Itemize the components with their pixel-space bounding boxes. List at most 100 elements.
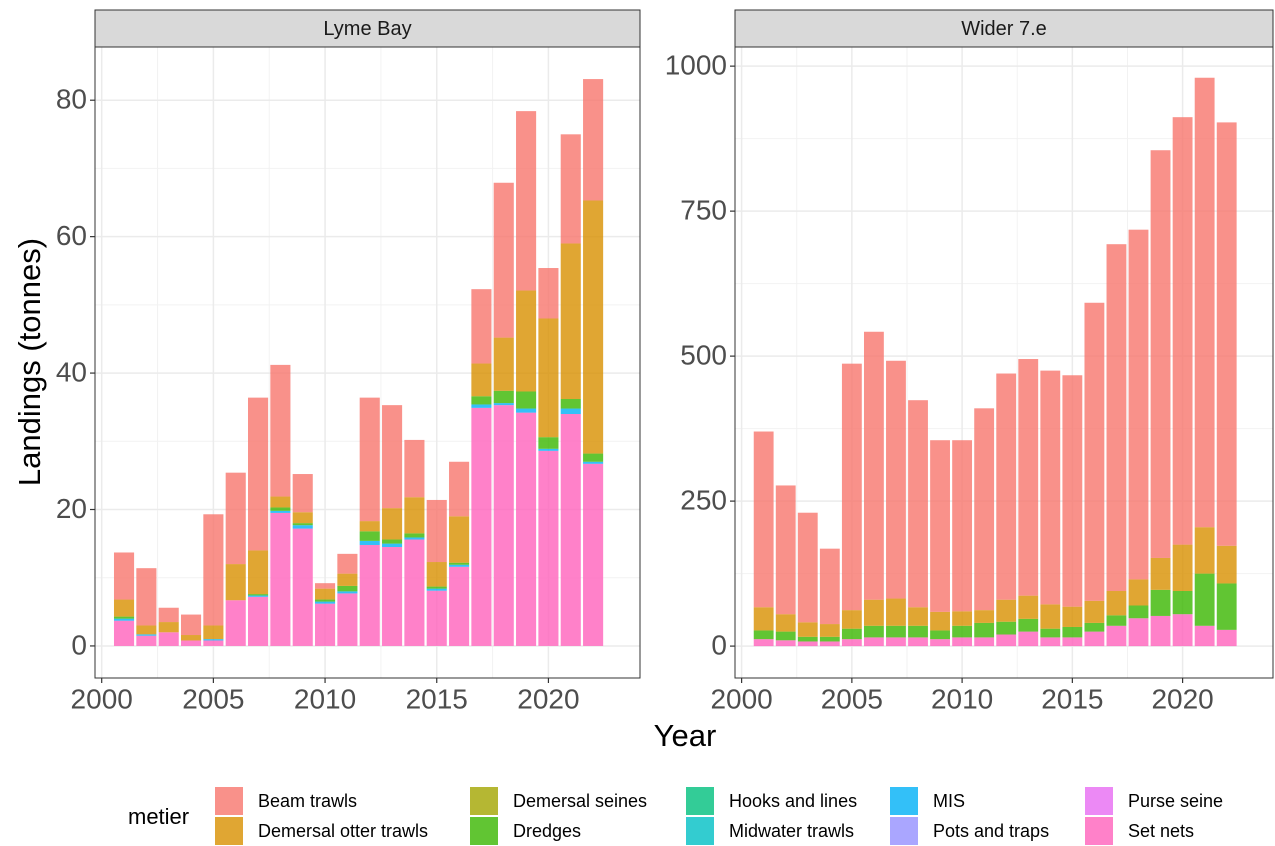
legend-key bbox=[686, 817, 714, 845]
bar-segment bbox=[952, 611, 973, 626]
bar-segment bbox=[819, 641, 840, 647]
bar-segment bbox=[583, 453, 604, 462]
bar-segment bbox=[404, 539, 425, 646]
bar-segment bbox=[337, 553, 358, 574]
bar-segment bbox=[1084, 600, 1105, 623]
bar-segment bbox=[974, 408, 995, 611]
bar-segment bbox=[1150, 150, 1171, 558]
bar-segment bbox=[113, 616, 135, 619]
bar-segment bbox=[180, 614, 202, 636]
bar-segment bbox=[516, 408, 537, 413]
bar-segment bbox=[292, 512, 313, 524]
bar-segment bbox=[158, 622, 179, 633]
bar-segment bbox=[1084, 622, 1105, 632]
y-tick-label: 20 bbox=[56, 493, 87, 524]
bar-segment bbox=[493, 405, 514, 646]
x-tick-label: 2010 bbox=[294, 683, 356, 714]
bar-segment bbox=[1194, 527, 1215, 574]
y-tick-label: 250 bbox=[680, 485, 727, 516]
bar-segment bbox=[952, 440, 973, 612]
bar-segment bbox=[753, 431, 774, 608]
bar-segment bbox=[136, 635, 157, 646]
y-tick-label: 750 bbox=[680, 195, 727, 226]
bar-segment bbox=[930, 611, 950, 631]
bar-segment bbox=[930, 639, 950, 647]
legend-title: metier bbox=[128, 804, 189, 829]
bar-segment bbox=[471, 363, 492, 397]
bar-segment bbox=[337, 585, 358, 592]
y-axis-title: Landings (tonnes) bbox=[12, 238, 47, 486]
x-tick-label: 2015 bbox=[406, 683, 468, 714]
x-tick-label: 2015 bbox=[1041, 683, 1103, 714]
bar-segment bbox=[1106, 591, 1127, 616]
bar-segment bbox=[996, 599, 1017, 622]
bar-segment bbox=[1128, 229, 1149, 580]
bar-segment bbox=[315, 599, 336, 602]
bar-segment bbox=[359, 397, 380, 522]
bar-segment bbox=[996, 373, 1017, 600]
x-tick-label: 2000 bbox=[710, 683, 772, 714]
bar-segment bbox=[841, 363, 862, 611]
bar-segment bbox=[136, 568, 157, 626]
bar-segment bbox=[886, 637, 906, 647]
bar-segment bbox=[225, 472, 246, 565]
bar-segment bbox=[471, 407, 492, 646]
bar-segment bbox=[113, 618, 135, 621]
bar-segment bbox=[158, 632, 179, 646]
bar-segment bbox=[863, 625, 884, 638]
bar-segment bbox=[1084, 302, 1105, 601]
bar-segment bbox=[583, 463, 604, 646]
bar-segment bbox=[583, 200, 604, 454]
y-tick-label: 0 bbox=[711, 629, 727, 660]
bar-segment bbox=[886, 625, 906, 638]
bar-segment bbox=[1040, 628, 1061, 638]
bar-segment bbox=[974, 622, 995, 638]
bar-segment bbox=[1018, 618, 1039, 632]
bar-segment bbox=[404, 439, 425, 498]
legend-label: MIS bbox=[933, 791, 965, 811]
bar-segment bbox=[538, 268, 559, 319]
bar-segment bbox=[292, 474, 313, 513]
bar-segment bbox=[1150, 557, 1171, 590]
bar-segment bbox=[819, 548, 840, 625]
bar-segment bbox=[382, 543, 403, 548]
bar-segment bbox=[315, 588, 336, 600]
bar-segment bbox=[841, 610, 862, 629]
bar-segment bbox=[775, 485, 796, 615]
x-tick-label: 2010 bbox=[931, 683, 993, 714]
bar-segment bbox=[1040, 604, 1061, 629]
bar-segment bbox=[1150, 615, 1171, 647]
bar-segment bbox=[426, 590, 447, 646]
bar-segment bbox=[908, 400, 928, 608]
bar-segment bbox=[270, 507, 291, 511]
bar-segment bbox=[315, 603, 336, 646]
bar-segment bbox=[158, 607, 179, 623]
bar-segment bbox=[538, 450, 559, 646]
bar-segment bbox=[359, 521, 380, 532]
x-tick-label: 2020 bbox=[517, 683, 579, 714]
bar-segment bbox=[426, 562, 447, 587]
bar-segment bbox=[203, 625, 224, 640]
y-tick-label: 60 bbox=[56, 220, 87, 251]
legend-label: Pots and traps bbox=[933, 821, 1049, 841]
bar-segment bbox=[1172, 591, 1193, 615]
bar-segment bbox=[180, 635, 202, 641]
bar-segment bbox=[538, 448, 559, 451]
bar-segment bbox=[493, 182, 514, 338]
strip bbox=[94, 9, 641, 48]
bar-segment bbox=[583, 79, 604, 201]
bar-segment bbox=[841, 628, 862, 640]
bar-segment bbox=[886, 360, 906, 599]
bar-segment bbox=[775, 640, 796, 647]
bar-segment bbox=[449, 516, 470, 563]
bar-segment bbox=[248, 550, 269, 595]
bar-segment bbox=[270, 364, 291, 497]
bar-segment bbox=[1194, 77, 1215, 528]
legend-key bbox=[215, 817, 243, 845]
bar-segment bbox=[493, 337, 514, 391]
bar-segment bbox=[819, 624, 840, 637]
bar-segment bbox=[248, 397, 269, 551]
legend-key bbox=[686, 787, 714, 815]
bar-segment bbox=[797, 512, 818, 623]
legend-label: Set nets bbox=[1128, 821, 1194, 841]
